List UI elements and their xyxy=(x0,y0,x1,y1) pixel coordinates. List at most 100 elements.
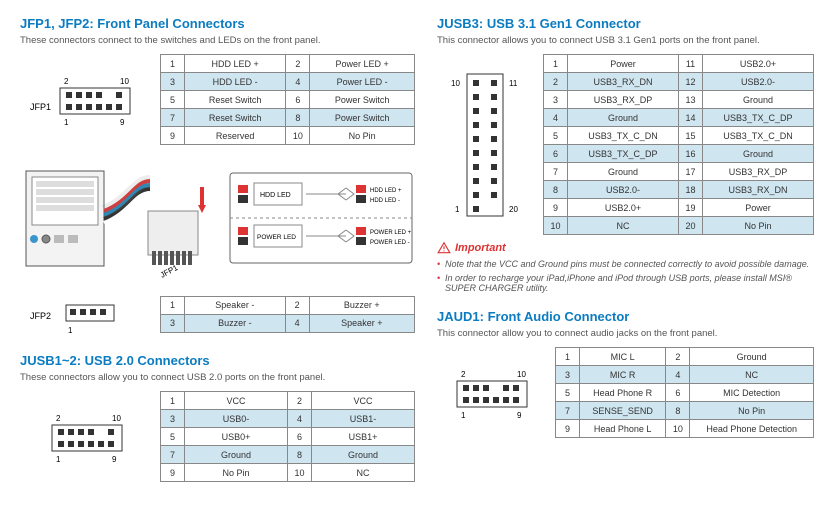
pin-number: 4 xyxy=(286,73,310,91)
pin-number: 4 xyxy=(666,366,690,384)
pin-label: Ground xyxy=(703,91,814,109)
table-row: 7Ground17USB3_RX_DP xyxy=(544,163,814,181)
svg-text:1: 1 xyxy=(64,118,69,127)
table-row: 5Head Phone R6MIC Detection xyxy=(556,384,814,402)
important-heading: Important xyxy=(437,241,814,255)
jfp1-row: JFP1 2 10 1 9 1HDD LED +2Power LED +3HDD… xyxy=(20,54,415,145)
pin-label: USB3_RX_DP xyxy=(568,91,679,109)
table-row: 3USB0-4USB1- xyxy=(161,410,415,428)
pin-number: 4 xyxy=(544,109,568,127)
jfp2-header-svg: JFP2 1 xyxy=(20,291,150,337)
pin-number: 2 xyxy=(288,392,312,410)
table-row: 10NC20No Pin xyxy=(544,217,814,235)
jusb12-table: 1VCC2VCC3USB0-4USB1-5USB0+6USB1+7Ground8… xyxy=(160,391,415,482)
pin-number: 7 xyxy=(161,109,185,127)
pin-number: 6 xyxy=(544,145,568,163)
jfp-title: JFP1, JFP2: Front Panel Connectors xyxy=(20,16,415,31)
pin-label: USB2.0+ xyxy=(703,55,814,73)
svg-text:2: 2 xyxy=(56,414,61,423)
pin-number: 9 xyxy=(161,464,185,482)
jfp-case-diagram: JFP1 HDD LED HDD LED + HDD LED - POWER L… xyxy=(20,151,415,281)
pin-number: 3 xyxy=(544,91,568,109)
page-columns: JFP1, JFP2: Front Panel Connectors These… xyxy=(20,16,814,498)
svg-text:1: 1 xyxy=(461,411,466,420)
pin-number: 9 xyxy=(161,127,185,145)
pin-number: 8 xyxy=(666,402,690,420)
pin-label: MIC L xyxy=(580,348,666,366)
table-row: 3HDD LED -4Power LED - xyxy=(161,73,415,91)
pin-label: USB3_RX_DN xyxy=(703,181,814,199)
pin-number: 1 xyxy=(161,392,185,410)
pin-label: MIC Detection xyxy=(690,384,814,402)
pin-label: USB3_TX_C_DN xyxy=(568,127,679,145)
jusb12-header-svg: 2 10 1 9 xyxy=(20,407,150,467)
svg-text:1: 1 xyxy=(56,455,61,464)
pin-label: Power Switch xyxy=(310,109,415,127)
pin-label: Reset Switch xyxy=(185,109,286,127)
table-row: 3MIC R4NC xyxy=(556,366,814,384)
pin-label: MIC R xyxy=(580,366,666,384)
note-item: In order to recharge your iPad,iPhone an… xyxy=(437,273,814,293)
usb3-pins xyxy=(473,80,497,212)
pin-number: 2 xyxy=(286,55,310,73)
table-row: 2USB3_RX_DN12USB2.0- xyxy=(544,73,814,91)
pin-label: Head Phone Detection xyxy=(690,420,814,438)
pin-number: 16 xyxy=(679,145,703,163)
table-row: 1HDD LED +2Power LED + xyxy=(161,55,415,73)
pin-label: USB3_TX_C_DP xyxy=(568,145,679,163)
pin-label: USB3_RX_DN xyxy=(568,73,679,91)
jusb3-row: 10 11 1 20 1Power11USB2.0+2USB3_RX_DN12U… xyxy=(437,54,814,235)
pin-label: Power xyxy=(703,199,814,217)
pin-number: 5 xyxy=(161,428,185,446)
pin-number: 4 xyxy=(288,410,312,428)
svg-text:HDD LED: HDD LED xyxy=(260,192,291,199)
note-item: Note that the VCC and Ground pins must b… xyxy=(437,259,814,269)
pin-label: USB2.0+ xyxy=(568,199,679,217)
pin-label: Power LED + xyxy=(310,55,415,73)
pin-number: 5 xyxy=(161,91,185,109)
pin-label: Ground xyxy=(312,446,415,464)
jusb12-header-diagram: 2 10 1 9 xyxy=(20,407,150,467)
pin-label: Power xyxy=(568,55,679,73)
pin-label: Speaker - xyxy=(185,296,286,314)
left-column: JFP1, JFP2: Front Panel Connectors These… xyxy=(20,16,415,498)
jfp-section: JFP1, JFP2: Front Panel Connectors These… xyxy=(20,16,415,337)
pin-label: Ground xyxy=(185,446,288,464)
pin-label: Power LED - xyxy=(310,73,415,91)
warning-icon xyxy=(437,241,451,255)
svg-text:HDD LED -: HDD LED - xyxy=(370,198,400,204)
jfp1-header-diagram: JFP1 2 10 1 9 xyxy=(20,70,150,130)
jfp-subtitle: These connectors connect to the switches… xyxy=(20,35,415,46)
pin-label: No Pin xyxy=(185,464,288,482)
pin-number: 14 xyxy=(679,109,703,127)
pin-label: Buzzer - xyxy=(185,314,286,332)
svg-text:10: 10 xyxy=(517,370,526,379)
pin-label: USB1- xyxy=(312,410,415,428)
svg-text:POWER LED +: POWER LED + xyxy=(370,230,412,236)
right-column: JUSB3: USB 3.1 Gen1 Connector This conne… xyxy=(437,16,814,498)
pin-number: 6 xyxy=(286,91,310,109)
pin-number: 5 xyxy=(556,384,580,402)
jusb3-notes: Note that the VCC and Ground pins must b… xyxy=(437,259,814,293)
jaud1-header-diagram: 2 10 1 9 xyxy=(437,363,545,423)
pin-number: 7 xyxy=(544,163,568,181)
jusb12-title: JUSB1~2: USB 2.0 Connectors xyxy=(20,353,415,368)
pin-label: HDD LED + xyxy=(185,55,286,73)
pin-label: Speaker + xyxy=(309,314,414,332)
pin-label: Ground xyxy=(568,109,679,127)
pin-number: 8 xyxy=(288,446,312,464)
pin-number: 3 xyxy=(161,410,185,428)
table-row: 3USB3_RX_DP13Ground xyxy=(544,91,814,109)
pin-number: 7 xyxy=(161,446,185,464)
jaud1-row: 2 10 1 9 1MIC L2Ground3MIC R4NC5Head Pho… xyxy=(437,347,814,438)
jusb3-header-diagram: 10 11 1 20 xyxy=(437,60,533,230)
svg-text:POWER LED: POWER LED xyxy=(257,234,296,241)
pin-number: 5 xyxy=(544,127,568,145)
pin-number: 3 xyxy=(161,314,185,332)
jusb3-subtitle: This connector allows you to connect USB… xyxy=(437,35,814,46)
pin-number: 2 xyxy=(285,296,309,314)
svg-text:HDD LED +: HDD LED + xyxy=(370,188,402,194)
pin-number: 8 xyxy=(286,109,310,127)
pin-number: 10 xyxy=(286,127,310,145)
jaud1-subtitle: This connector allow you to connect audi… xyxy=(437,328,814,339)
